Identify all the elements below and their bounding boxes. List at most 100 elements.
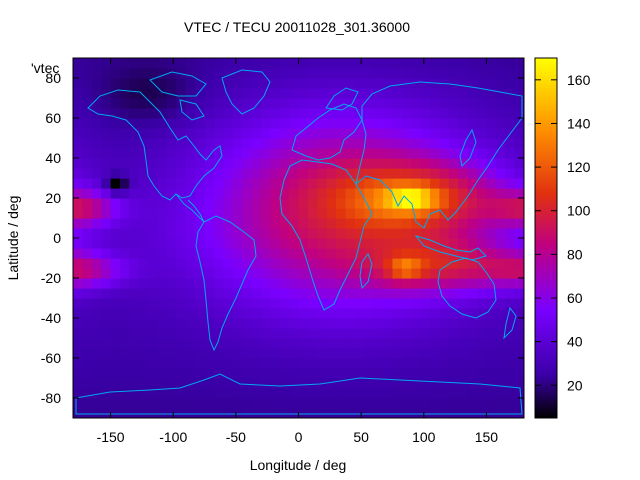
heatmap-cell	[148, 338, 159, 349]
heatmap-cell	[514, 118, 524, 129]
heatmap-cell	[270, 298, 281, 309]
heatmap-cell	[392, 308, 403, 319]
heatmap-cell	[336, 298, 347, 309]
heatmap-cell	[505, 198, 516, 209]
heatmap-cell	[448, 188, 459, 199]
heatmap-cell	[138, 108, 149, 119]
heatmap-cell	[82, 158, 93, 169]
heatmap-cell	[213, 398, 224, 409]
heatmap-cell	[505, 298, 516, 309]
heatmap-cell	[411, 298, 422, 309]
heatmap-cell	[195, 218, 206, 229]
heatmap-cell	[176, 408, 187, 418]
heatmap-cell	[129, 308, 140, 319]
heatmap-cell	[289, 278, 300, 289]
heatmap-cell	[514, 98, 524, 109]
heatmap-cell	[477, 168, 488, 179]
heatmap-cell	[242, 328, 253, 339]
heatmap-cell	[176, 308, 187, 319]
heatmap-cell	[242, 158, 253, 169]
heatmap-cell	[195, 378, 206, 389]
heatmap-cell	[430, 408, 441, 418]
heatmap-cell	[157, 248, 168, 259]
heatmap-cell	[166, 318, 177, 329]
heatmap-cell	[467, 198, 478, 209]
heatmap-cell	[505, 158, 516, 169]
heatmap-cell	[364, 158, 375, 169]
heatmap-cell	[477, 208, 488, 219]
heatmap-cell	[232, 138, 243, 149]
heatmap-cell	[82, 368, 93, 379]
heatmap-cell	[223, 398, 234, 409]
heatmap-cell	[242, 268, 253, 279]
heatmap-cell	[373, 158, 384, 169]
heatmap-cell	[392, 158, 403, 169]
heatmap-cell	[401, 408, 412, 418]
heatmap-cell	[279, 88, 290, 99]
heatmap-cell	[148, 178, 159, 189]
heatmap-cell	[317, 178, 328, 189]
heatmap-cell	[289, 118, 300, 129]
heatmap-cell	[213, 158, 224, 169]
heatmap-cell	[289, 238, 300, 249]
heatmap-cell	[505, 328, 516, 339]
heatmap-cell	[420, 308, 431, 319]
heatmap-cell	[129, 368, 140, 379]
heatmap-cell	[420, 268, 431, 279]
heatmap-cell	[364, 258, 375, 269]
heatmap-cell	[477, 338, 488, 349]
heatmap-cell	[119, 248, 130, 259]
heatmap-cell	[477, 398, 488, 409]
heatmap-cell	[242, 228, 253, 239]
heatmap-cell	[148, 328, 159, 339]
heatmap-cell	[392, 358, 403, 369]
heatmap-cell	[251, 308, 262, 319]
heatmap-cell	[148, 268, 159, 279]
heatmap-cell	[157, 298, 168, 309]
heatmap-cell	[298, 188, 309, 199]
heatmap-cell	[307, 148, 318, 159]
heatmap-cell	[373, 248, 384, 259]
heatmap-cell	[317, 168, 328, 179]
heatmap-cell	[185, 218, 196, 229]
heatmap-cell	[336, 238, 347, 249]
heatmap-cell	[486, 318, 497, 329]
heatmap-cell	[101, 258, 112, 269]
heatmap-cell	[195, 118, 206, 129]
heatmap-cell	[166, 378, 177, 389]
heatmap-cell	[119, 168, 130, 179]
heatmap-cell	[448, 78, 459, 89]
heatmap-cell	[326, 278, 337, 289]
heatmap-cell	[373, 88, 384, 99]
heatmap-cell	[448, 198, 459, 209]
heatmap-cell	[213, 358, 224, 369]
heatmap-cell	[289, 378, 300, 389]
heatmap-cell	[110, 218, 121, 229]
heatmap-cell	[223, 68, 234, 79]
heatmap-cell	[176, 208, 187, 219]
heatmap-cell	[176, 398, 187, 409]
heatmap-cell	[364, 108, 375, 119]
heatmap-cell	[392, 378, 403, 389]
heatmap-cell	[458, 218, 469, 229]
heatmap-cell	[514, 198, 524, 209]
heatmap-cell	[119, 138, 130, 149]
heatmap-cell	[336, 168, 347, 179]
heatmap-cell	[307, 68, 318, 79]
heatmap-cell	[251, 138, 262, 149]
heatmap-cell	[82, 248, 93, 259]
heatmap-cell	[251, 238, 262, 249]
heatmap-cell	[260, 208, 271, 219]
heatmap-cell	[430, 98, 441, 109]
heatmap-cell	[373, 378, 384, 389]
heatmap-cell	[148, 368, 159, 379]
heatmap-cell	[345, 138, 356, 149]
heatmap-cell	[91, 88, 102, 99]
heatmap-cell	[486, 238, 497, 249]
heatmap-cell	[345, 238, 356, 249]
heatmap-cell	[307, 268, 318, 279]
heatmap-cell	[91, 358, 102, 369]
heatmap-cell	[448, 278, 459, 289]
heatmap-cell	[270, 388, 281, 399]
heatmap-cell	[477, 298, 488, 309]
